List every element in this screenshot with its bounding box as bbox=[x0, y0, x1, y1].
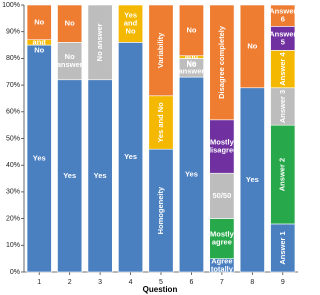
x-tick-label: 4 bbox=[129, 279, 133, 286]
segment-label-line: Answer bbox=[269, 7, 296, 16]
x-tick-label: 2 bbox=[68, 279, 72, 286]
segment-label: Answer 5 bbox=[269, 29, 296, 46]
bar-segment bbox=[26, 44, 52, 273]
segment-label-line: answer bbox=[57, 60, 83, 69]
bar-segment bbox=[178, 4, 204, 57]
bar-segment bbox=[87, 4, 113, 81]
segment-label-line: No bbox=[34, 45, 44, 54]
segment-label: 50/50 bbox=[212, 191, 231, 200]
x-tick-label: 6 bbox=[189, 279, 193, 286]
bar-segment bbox=[239, 4, 265, 89]
segment-label: Yes bbox=[246, 175, 259, 184]
y-tick-label: 0% bbox=[10, 269, 20, 276]
segment-label: Agree totally bbox=[211, 256, 234, 273]
bar-segment bbox=[57, 4, 83, 43]
bar-segment bbox=[57, 42, 83, 81]
segment-label-line: No bbox=[126, 27, 136, 36]
segment-label: Mostly agree bbox=[210, 230, 235, 247]
segment-label: Yes and No bbox=[156, 102, 165, 143]
segment-label: Yes bbox=[185, 170, 198, 179]
bar-segment bbox=[209, 119, 235, 174]
segment-label-line: 6 bbox=[281, 15, 285, 24]
y-tick-label: 60% bbox=[6, 109, 20, 116]
segment-label: Yes bbox=[63, 171, 76, 180]
y-tick-label: 20% bbox=[6, 215, 20, 222]
bar-segment bbox=[148, 148, 174, 273]
bar-segment bbox=[118, 42, 144, 273]
segment-label-line: disagree bbox=[206, 145, 237, 154]
x-tick-label: 1 bbox=[37, 279, 41, 286]
x-tick-label: 3 bbox=[98, 279, 102, 286]
segment-label: No answer bbox=[179, 59, 205, 76]
y-tick-label: 70% bbox=[6, 82, 20, 89]
segment-label: Answer 6 bbox=[269, 7, 296, 24]
segment-label-line: and bbox=[33, 37, 47, 46]
bar-segment bbox=[178, 76, 204, 273]
bar-segment bbox=[270, 87, 296, 126]
segment-label-line: No bbox=[65, 52, 75, 61]
segment-label-line: and bbox=[124, 19, 138, 28]
bar-segment bbox=[148, 4, 174, 97]
segment-label: Disagree completely bbox=[217, 25, 226, 99]
segment-label: No bbox=[65, 19, 75, 28]
segment-label-line: Answer bbox=[269, 29, 296, 38]
bar-segment bbox=[270, 223, 296, 273]
bar-segment bbox=[26, 4, 52, 41]
bar-segment bbox=[118, 4, 144, 43]
bar-segment bbox=[209, 4, 235, 121]
x-tick-label: 5 bbox=[159, 279, 163, 286]
segment-label: No bbox=[34, 17, 44, 26]
y-tick-label: 40% bbox=[6, 162, 20, 169]
y-tick-label: 10% bbox=[6, 242, 20, 249]
segment-label: Yes bbox=[94, 171, 107, 180]
segment-label: Homogeneity bbox=[156, 186, 165, 234]
bar-segment bbox=[270, 124, 296, 225]
x-axis-title: Question bbox=[143, 285, 178, 294]
bar-segment bbox=[209, 218, 235, 259]
bar-segment bbox=[209, 172, 235, 219]
segment-label: Mostly disagree bbox=[206, 137, 237, 154]
segment-label: Answer 1 bbox=[278, 231, 287, 264]
y-tick-label: 100% bbox=[2, 2, 20, 9]
segment-label-line: totally bbox=[211, 264, 234, 273]
segment-label: Variability bbox=[156, 32, 165, 68]
segment-label-line: No bbox=[186, 59, 196, 68]
x-tick-label: 8 bbox=[250, 279, 254, 286]
bar-segment bbox=[239, 87, 265, 273]
segment-label: Yes bbox=[124, 152, 137, 161]
y-tick-label: 50% bbox=[6, 135, 20, 142]
segment-label: No answer bbox=[95, 23, 104, 61]
segment-label-line: 5 bbox=[281, 37, 285, 46]
segment-label: Answer 2 bbox=[278, 158, 287, 191]
bar-segment bbox=[270, 26, 296, 51]
x-tick-label: 9 bbox=[281, 279, 285, 286]
x-tick-label: 7 bbox=[220, 279, 224, 286]
bar-segment bbox=[148, 95, 174, 150]
y-tick-label: 30% bbox=[6, 189, 20, 196]
segment-label-line: Agree bbox=[211, 256, 232, 265]
bar-segment bbox=[270, 4, 296, 27]
segment-label: Answer 3 bbox=[278, 90, 287, 123]
segment-label-line: and bbox=[185, 52, 199, 61]
segment-label-line: Mostly bbox=[210, 230, 235, 239]
segment-label-line: No bbox=[186, 60, 196, 69]
y-tick-label: 80% bbox=[6, 55, 20, 62]
segment-label: Answer 4 bbox=[278, 52, 287, 86]
segment-label: No bbox=[186, 25, 196, 34]
segment-label-line: agree bbox=[212, 238, 232, 247]
segment-label-line: Yes bbox=[124, 11, 137, 20]
segment-label-line: answer bbox=[179, 67, 205, 76]
y-tick-label: 90% bbox=[6, 29, 20, 36]
chart: Question 0% 10% 20% 30% 40% 50% 60% 70% 80% 90% 10… bbox=[2, 2, 298, 294]
segment-label: No bbox=[247, 41, 257, 50]
segment-label-line: Mostly bbox=[210, 137, 235, 146]
segment-label: No answer bbox=[57, 52, 83, 69]
bar-segment bbox=[57, 79, 83, 273]
segment-label: Yes bbox=[33, 154, 46, 163]
